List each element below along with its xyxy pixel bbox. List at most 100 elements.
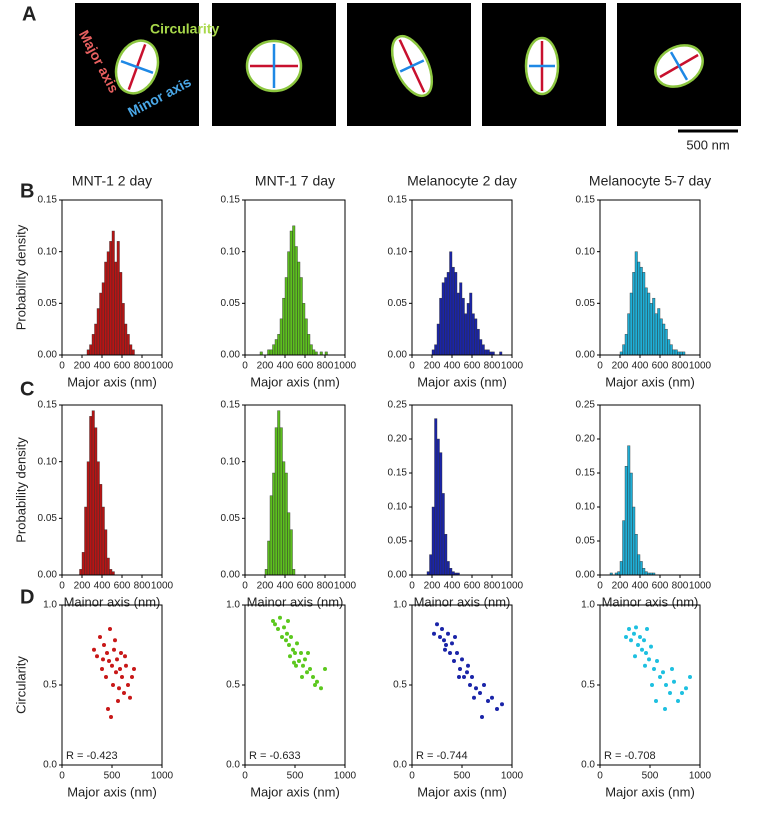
bar (637, 261, 641, 356)
point (482, 683, 486, 687)
x-tick-label: 0 (242, 771, 248, 782)
x-tick-label: 1000 (334, 771, 357, 782)
y-tick-label: 0.0 (226, 760, 240, 771)
x-axis-label: Mainor axis (nm) (602, 594, 699, 609)
point (432, 631, 436, 636)
x-tick-label: 600 (297, 581, 314, 592)
panel-letter: A (22, 3, 36, 25)
y-tick-label: 0.00 (38, 350, 58, 361)
x-tick-label: 800 (317, 581, 334, 592)
x-tick-label: 600 (297, 361, 314, 372)
point (457, 675, 461, 679)
point (668, 691, 672, 695)
point (636, 643, 640, 647)
point (624, 635, 628, 639)
bar (84, 506, 88, 576)
point (108, 627, 112, 631)
point (655, 659, 659, 663)
x-tick-label: 1000 (334, 361, 357, 372)
x-tick-label: 0 (409, 581, 415, 592)
point (462, 675, 466, 679)
bar (474, 318, 478, 356)
bar (662, 323, 666, 356)
bar (451, 266, 455, 356)
cell (390, 34, 434, 98)
x-tick-label: 1000 (689, 771, 712, 782)
bar (632, 272, 636, 356)
bar (436, 323, 440, 356)
y-tick-label: 0.0 (43, 760, 57, 771)
bar (444, 277, 448, 356)
annotation: R = -0.423 (66, 750, 118, 762)
point (500, 702, 504, 707)
bar (96, 308, 100, 356)
bar (441, 282, 445, 356)
panel-letter: C (20, 378, 34, 400)
point (632, 631, 636, 636)
bar (121, 303, 125, 356)
point (306, 651, 310, 655)
bar (287, 251, 291, 356)
point (650, 683, 654, 687)
bar (292, 569, 296, 576)
annotation: R = -0.708 (604, 750, 656, 762)
point (107, 659, 111, 663)
x-tick-label: 400 (94, 581, 111, 592)
bar (99, 292, 103, 356)
bar (119, 272, 123, 356)
annotation: R = -0.633 (249, 750, 301, 762)
bar (451, 571, 455, 576)
point (495, 707, 499, 711)
y-tick-label: 0.0 (393, 760, 407, 771)
bar (272, 344, 276, 356)
x-tick-label: 0 (242, 361, 248, 372)
y-tick-label: 0.15 (38, 195, 58, 206)
point (130, 675, 134, 679)
point (480, 715, 484, 719)
bar (449, 568, 453, 576)
x-tick-label: 500 (642, 771, 659, 782)
point (465, 670, 469, 675)
x-tick-label: 0 (59, 581, 65, 592)
y-axis-label: Probability density (13, 437, 28, 543)
bar (446, 272, 450, 356)
bar (86, 461, 90, 576)
x-tick-label: 1000 (689, 581, 712, 592)
bar (441, 493, 445, 576)
bar (274, 339, 278, 356)
axes-frame (599, 404, 701, 576)
point (638, 635, 642, 639)
bar (639, 561, 643, 576)
x-tick-label: 800 (317, 361, 334, 372)
y-tick-label: 0.25 (388, 400, 408, 411)
point (303, 657, 307, 662)
point (319, 686, 323, 691)
bar (667, 339, 671, 356)
y-tick-label: 0.00 (576, 570, 596, 581)
point (634, 625, 638, 630)
point (293, 651, 297, 655)
point (113, 638, 117, 643)
bar (464, 313, 468, 356)
x-tick-label: 800 (484, 581, 501, 592)
bar (624, 466, 628, 576)
y-tick-label: 0.05 (576, 536, 596, 547)
bar (272, 472, 276, 576)
axes-frame (244, 404, 346, 576)
point (116, 699, 120, 703)
x-axis-label: Major axis (nm) (250, 374, 340, 389)
x-tick-label: 200 (612, 361, 629, 372)
y-tick-label: 0.15 (576, 468, 596, 479)
point (448, 651, 452, 655)
point (458, 667, 462, 671)
x-tick-label: 400 (94, 361, 111, 372)
bar (429, 554, 433, 576)
point (280, 635, 284, 639)
bar (101, 506, 105, 576)
point (468, 683, 472, 687)
bar (619, 561, 623, 576)
y-tick-label: 0.5 (581, 680, 595, 691)
bar (644, 287, 648, 356)
y-tick-label: 0.10 (576, 502, 596, 513)
bar (669, 344, 673, 356)
